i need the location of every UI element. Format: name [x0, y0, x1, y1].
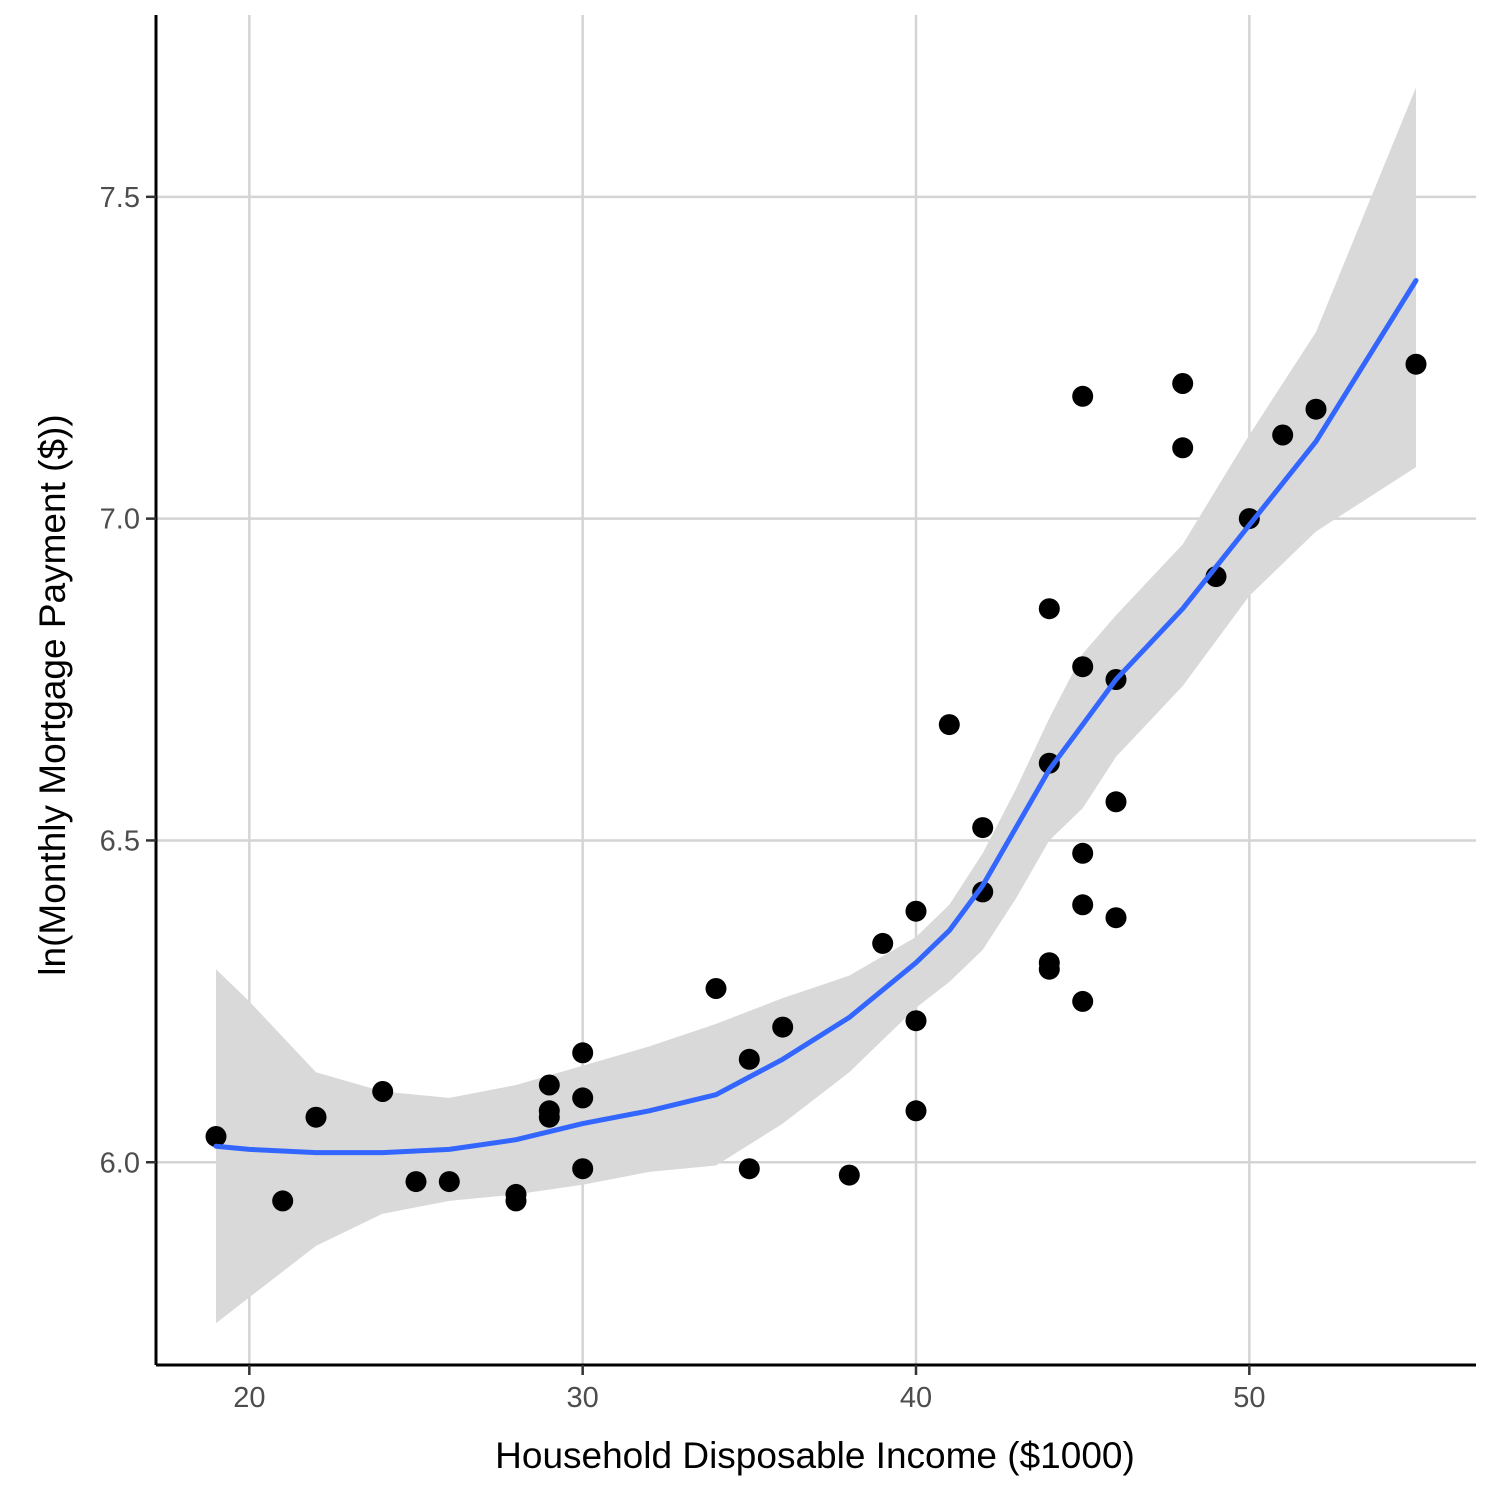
axes [146, 15, 1476, 1375]
confidence-band [216, 87, 1416, 1324]
data-point [205, 1126, 227, 1147]
data-point [1072, 385, 1094, 407]
x-axis-title: Household Disposable Income ($1000) [495, 1435, 1135, 1476]
y-tick-label: 6.5 [100, 825, 140, 857]
confidence-band-layer [216, 87, 1416, 1324]
data-point [1072, 842, 1094, 864]
data-point [1238, 508, 1260, 530]
data-point [572, 1158, 594, 1180]
data-point [438, 1171, 460, 1193]
data-point [705, 978, 727, 999]
data-point [572, 1087, 594, 1109]
data-point [1105, 791, 1127, 813]
data-point [905, 1010, 927, 1032]
data-point [305, 1106, 327, 1128]
data-point [738, 1048, 760, 1070]
data-point [372, 1081, 394, 1102]
data-point [972, 881, 994, 903]
data-point [1072, 656, 1094, 678]
smooth-line [213, 278, 1419, 1156]
data-point [1405, 353, 1427, 375]
data-point [405, 1171, 427, 1193]
x-tick-label: 50 [1233, 1382, 1265, 1414]
smooth-line-layer [213, 278, 1419, 1156]
data-point [272, 1190, 294, 1212]
data-point [1038, 958, 1060, 980]
data-point [572, 1042, 594, 1064]
data-point [772, 1016, 794, 1038]
y-tick-label: 7.0 [100, 504, 140, 536]
y-tick-label: 6.0 [100, 1147, 140, 1179]
data-point [505, 1190, 527, 1212]
tick-labels: 20 30 40 50 6.0 6.5 7.0 7.5 [100, 182, 1266, 1414]
data-point [872, 932, 894, 954]
y-axis-title: ln(Monthly Mortgage Payment ($)) [32, 414, 73, 975]
data-point [1072, 990, 1094, 1012]
data-point [905, 1100, 927, 1122]
data-point [1172, 437, 1194, 459]
data-point [1272, 424, 1294, 446]
y-tick-label: 7.5 [100, 182, 140, 214]
data-point [738, 1158, 760, 1180]
data-point [972, 817, 994, 839]
x-tick-label: 40 [900, 1382, 932, 1414]
x-tick-label: 30 [567, 1382, 599, 1414]
x-tick-label: 20 [233, 1382, 265, 1414]
data-point [538, 1074, 560, 1096]
data-point [1038, 598, 1060, 620]
data-point [905, 900, 927, 922]
data-point [1172, 373, 1194, 394]
data-point [1305, 398, 1327, 420]
data-points [205, 353, 1427, 1212]
data-point [1072, 894, 1094, 916]
data-point [1105, 907, 1127, 929]
data-point [538, 1106, 560, 1128]
data-point [938, 714, 960, 736]
data-point [838, 1164, 860, 1186]
data-point [1038, 752, 1060, 774]
